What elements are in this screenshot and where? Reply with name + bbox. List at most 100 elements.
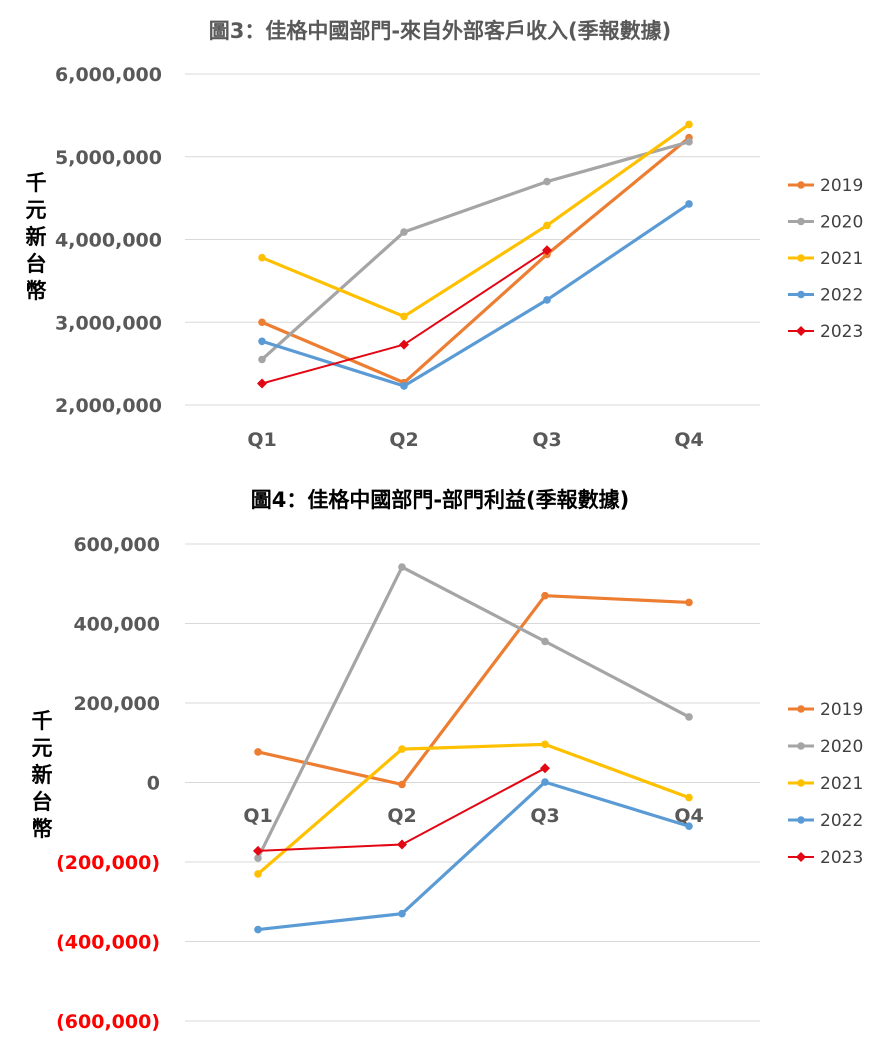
y-tick-label: 600,000 xyxy=(73,534,160,556)
series-line xyxy=(257,594,690,787)
legend-label: 2023 xyxy=(820,848,863,868)
legend-item-2022: 2022 xyxy=(788,286,863,306)
legend-item-2021: 2021 xyxy=(788,249,863,269)
chart-title: 圖4：佳格中國部門-部門利益(季報數據) xyxy=(251,488,630,512)
legend-marker xyxy=(797,217,805,226)
series-2021 xyxy=(254,740,693,878)
y-axis-label-char: 元 xyxy=(32,736,53,760)
legend-item-2023: 2023 xyxy=(788,322,863,342)
x-axis-ticks: Q1 Q2 Q3 Q4 xyxy=(247,429,703,451)
y-tick-label: 5,000,000 xyxy=(55,147,162,169)
series-line xyxy=(260,140,690,361)
y-tick-label: 6,000,000 xyxy=(55,64,162,86)
series-2020 xyxy=(258,138,693,364)
y-tick-label: 0 xyxy=(147,773,160,795)
y-axis-label-char: 台 xyxy=(26,252,47,276)
data-point xyxy=(685,200,693,208)
data-point xyxy=(400,382,408,390)
y-axis-label-char: 新 xyxy=(26,225,47,249)
data-point xyxy=(398,780,406,789)
data-point xyxy=(542,245,552,256)
y-tick-label: (400,000) xyxy=(56,932,160,954)
y-tick-label: 3,000,000 xyxy=(55,312,162,334)
data-point xyxy=(685,713,693,721)
x-tick-label: Q2 xyxy=(389,429,418,451)
data-point xyxy=(254,854,262,862)
data-point xyxy=(685,822,693,831)
series-line xyxy=(257,780,690,932)
legend-label: 2021 xyxy=(820,249,863,269)
y-axis-label-char: 新 xyxy=(32,763,53,787)
legend-label: 2019 xyxy=(820,176,863,196)
data-point xyxy=(543,221,551,230)
x-tick-label: Q1 xyxy=(243,805,272,827)
data-point xyxy=(540,763,550,774)
data-point xyxy=(685,138,693,146)
y-tick-label: 4,000,000 xyxy=(55,230,162,252)
legend-item-2019: 2019 xyxy=(788,176,863,196)
legend-label: 2021 xyxy=(820,774,863,794)
gridlines xyxy=(185,543,760,1022)
data-point xyxy=(685,793,693,802)
y-tick-label: (200,000) xyxy=(56,852,160,874)
x-tick-label: Q3 xyxy=(532,429,561,451)
series-line xyxy=(261,136,691,385)
data-point xyxy=(400,228,408,236)
data-point xyxy=(543,177,551,186)
y-tick-label: 200,000 xyxy=(73,693,160,715)
data-point xyxy=(541,778,549,786)
data-point xyxy=(253,845,263,856)
legend-marker xyxy=(797,816,805,824)
y-axis-label-char: 千 xyxy=(32,709,53,733)
data-point xyxy=(399,339,409,350)
data-point xyxy=(685,120,693,129)
data-point xyxy=(257,378,267,389)
y-axis-label-char: 元 xyxy=(26,198,47,222)
series-2020 xyxy=(254,563,693,862)
legend-marker xyxy=(797,779,805,787)
data-point xyxy=(254,925,262,934)
y-axis-label-char: 幣 xyxy=(26,279,47,303)
y-axis-label-char: 幣 xyxy=(32,817,53,841)
legend-marker xyxy=(797,705,805,713)
legend-item-2021: 2021 xyxy=(788,774,863,794)
y-axis-label-char: 千 xyxy=(26,171,47,195)
legend-marker xyxy=(797,742,805,750)
data-point xyxy=(400,312,408,321)
legend-label: 2020 xyxy=(820,213,863,233)
series-line xyxy=(261,202,690,388)
data-point xyxy=(685,598,693,607)
legend-label: 2022 xyxy=(820,811,863,831)
x-tick-label: Q1 xyxy=(247,429,276,451)
legend-item-2022: 2022 xyxy=(788,811,863,831)
y-tick-label: (600,000) xyxy=(56,1011,160,1033)
data-point xyxy=(543,296,551,304)
series-line xyxy=(261,123,690,319)
legend-item-2023: 2023 xyxy=(788,848,863,868)
x-tick-label: Q2 xyxy=(387,805,416,827)
y-tick-label: 2,000,000 xyxy=(55,395,162,417)
data-point xyxy=(398,909,406,918)
data-point xyxy=(541,591,549,600)
chart-title: 圖3：佳格中國部門-來自外部客戶收入(季報數據) xyxy=(209,19,672,43)
data-point xyxy=(397,839,407,850)
y-axis-ticks: (600,000) (400,000) (200,000) 0 200,000 400,0… xyxy=(56,534,160,1033)
series-2023 xyxy=(253,763,550,856)
series-2019 xyxy=(258,133,693,387)
legend-marker xyxy=(797,290,805,299)
series-layer xyxy=(253,563,693,934)
legend-item-2019: 2019 xyxy=(788,700,863,720)
legend-label: 2019 xyxy=(820,700,863,720)
legend-marker xyxy=(797,181,805,189)
series-line xyxy=(256,565,690,859)
series-2021 xyxy=(258,120,693,321)
legend: 2019 2020 2021 2022 2023 xyxy=(788,700,863,868)
data-point xyxy=(398,745,406,753)
series-2022 xyxy=(254,778,693,934)
x-tick-label: Q4 xyxy=(674,429,703,451)
y-axis-ticks: 2,000,000 3,000,000 4,000,000 5,000,000 6,00… xyxy=(55,64,162,417)
